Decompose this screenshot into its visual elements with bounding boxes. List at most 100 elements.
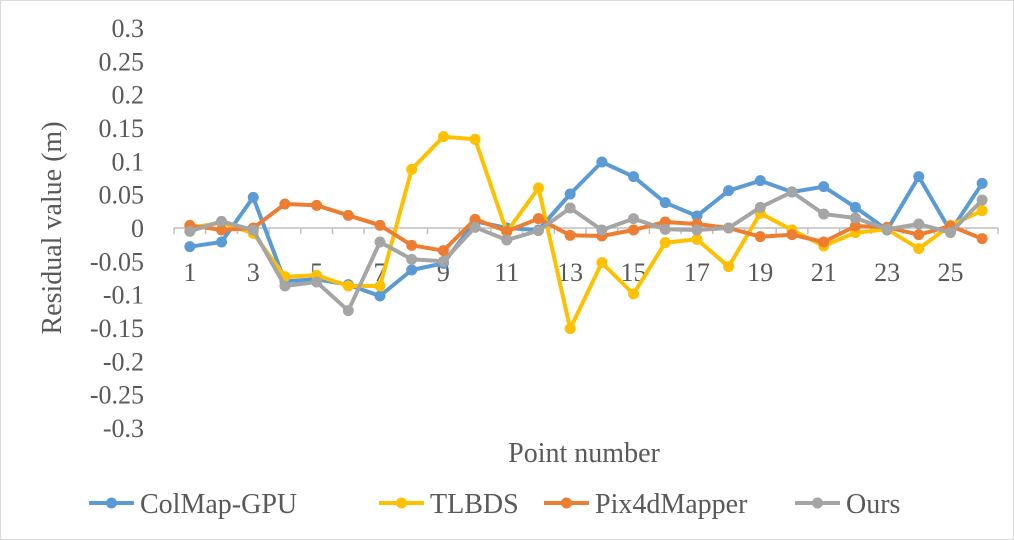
- data-point: [532, 213, 544, 225]
- data-point: [469, 133, 481, 145]
- data-point: [596, 257, 608, 269]
- legend-item-colmap-gpu: ColMap-GPU: [89, 489, 297, 520]
- data-point: [374, 280, 386, 292]
- data-point: [881, 223, 893, 235]
- data-point: [976, 194, 988, 206]
- x-tick-label: 25: [937, 258, 963, 287]
- y-axis-title: Residual value (m): [37, 121, 68, 334]
- x-tick-label: 17: [684, 258, 710, 287]
- y-tick-label: 0.1: [112, 147, 145, 176]
- data-point: [247, 224, 259, 236]
- data-point: [406, 163, 418, 175]
- data-point: [501, 225, 513, 237]
- data-point: [723, 261, 735, 273]
- data-point: [691, 210, 703, 222]
- data-point: [659, 237, 671, 249]
- y-tick-label: 0.2: [112, 81, 145, 110]
- data-point: [374, 236, 386, 248]
- y-tick-label: -0.2: [103, 347, 144, 376]
- x-tick-label: 11: [494, 258, 519, 287]
- y-axis: 0.3 0.25 0.2 0.15 0.1 0.05 0 -0.05 -0.1 -0.15 -0.2…: [90, 14, 144, 443]
- data-point: [564, 202, 576, 214]
- data-point: [976, 205, 988, 217]
- data-point: [279, 280, 291, 292]
- y-tick-label: 0.05: [99, 181, 145, 210]
- series-line-tlbds: [187, 134, 985, 331]
- data-point: [818, 181, 830, 193]
- series-layer: [184, 131, 988, 335]
- data-point: [628, 224, 640, 236]
- data-point: [342, 280, 354, 292]
- x-tick-label: 23: [874, 258, 900, 287]
- data-point: [913, 229, 925, 241]
- data-point: [342, 305, 354, 317]
- data-point: [818, 236, 830, 248]
- y-tick-label: 0.15: [99, 114, 145, 143]
- data-point: [184, 225, 196, 237]
- data-point: [596, 224, 608, 236]
- data-point: [659, 223, 671, 235]
- data-point: [849, 212, 861, 224]
- legend-marker-swatch: [561, 497, 572, 509]
- data-point: [596, 156, 608, 168]
- data-point: [216, 215, 228, 227]
- x-tick-label: 19: [747, 258, 773, 287]
- y-tick-label: -0.1: [103, 281, 144, 310]
- legend-label: TLBDS: [430, 489, 519, 520]
- y-tick-label: 0.3: [112, 14, 145, 43]
- data-point: [437, 245, 449, 257]
- data-point: [944, 227, 956, 239]
- data-point: [279, 198, 291, 210]
- data-point: [406, 253, 418, 265]
- legend-label: Ours: [846, 489, 900, 520]
- data-point: [406, 264, 418, 276]
- data-point: [723, 185, 735, 197]
- legend-item-pix4dmapper: Pix4dMapper: [544, 489, 748, 520]
- legend-label: ColMap-GPU: [140, 489, 297, 520]
- data-point: [374, 219, 386, 231]
- y-tick-label: -0.3: [103, 414, 144, 443]
- x-tick-label: 3: [247, 258, 260, 287]
- y-tick-label: -0.15: [90, 314, 144, 343]
- data-point: [437, 255, 449, 267]
- data-point: [976, 233, 988, 245]
- data-point: [628, 288, 640, 300]
- data-point: [342, 209, 354, 221]
- data-point: [849, 201, 861, 213]
- data-point: [913, 218, 925, 230]
- x-axis-title: Point number: [508, 438, 660, 469]
- data-point: [564, 229, 576, 241]
- legend-label: Pix4dMapper: [595, 489, 748, 520]
- data-point: [723, 222, 735, 234]
- data-point: [532, 225, 544, 237]
- data-point: [628, 171, 640, 183]
- data-point: [564, 323, 576, 335]
- data-point: [691, 233, 703, 245]
- data-point: [406, 239, 418, 251]
- data-point: [469, 221, 481, 233]
- data-point: [849, 220, 861, 232]
- data-point: [628, 213, 640, 225]
- data-point: [818, 208, 830, 220]
- legend-marker-swatch: [812, 497, 823, 509]
- data-point: [786, 186, 798, 198]
- legend: ColMap-GPU TLBDS Pix4dMapper Ours: [89, 489, 900, 520]
- data-point: [216, 224, 228, 236]
- data-point: [564, 188, 576, 200]
- data-point: [311, 199, 323, 211]
- data-point: [691, 224, 703, 236]
- data-point: [913, 171, 925, 183]
- legend-marker-swatch: [396, 497, 407, 509]
- data-point: [786, 229, 798, 241]
- data-point: [754, 231, 766, 243]
- data-point: [659, 197, 671, 209]
- data-point: [184, 241, 196, 253]
- x-tick-label: 21: [811, 258, 837, 287]
- y-tick-label: -0.05: [90, 247, 144, 276]
- data-point: [374, 290, 386, 302]
- data-point: [754, 201, 766, 213]
- data-point: [754, 175, 766, 187]
- data-point: [437, 131, 449, 143]
